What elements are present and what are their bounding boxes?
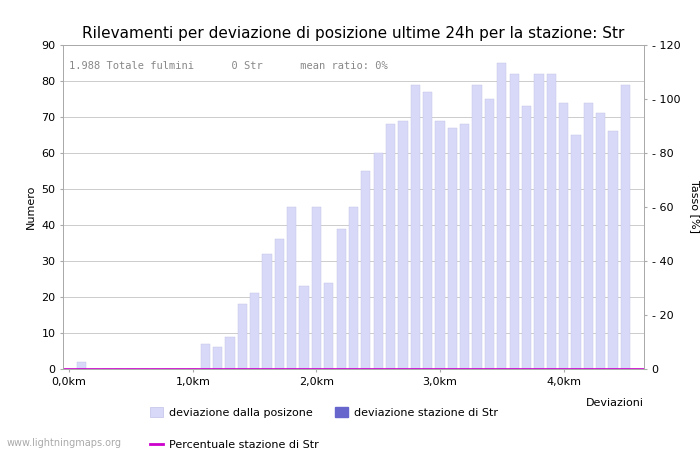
Text: www.lightningmaps.org: www.lightningmaps.org xyxy=(7,438,122,448)
Bar xyxy=(300,286,309,369)
Bar xyxy=(596,113,606,369)
Bar xyxy=(237,304,247,369)
Legend: Percentuale stazione di Str: Percentuale stazione di Str xyxy=(150,439,318,450)
Bar xyxy=(349,207,358,369)
Title: Rilevamenti per deviazione di posizione ultime 24h per la stazione: Str: Rilevamenti per deviazione di posizione … xyxy=(83,26,624,41)
Bar xyxy=(312,207,321,369)
Text: 1.988 Totale fulmini      0 Str      mean ratio: 0%: 1.988 Totale fulmini 0 Str mean ratio: 0… xyxy=(69,61,388,71)
Y-axis label: Numero: Numero xyxy=(26,185,36,229)
Bar xyxy=(584,103,593,369)
Bar xyxy=(411,85,420,369)
Bar xyxy=(374,153,383,369)
Bar xyxy=(324,283,333,369)
Bar xyxy=(262,254,272,369)
Bar xyxy=(510,74,519,369)
Bar xyxy=(497,63,507,369)
Bar xyxy=(337,229,346,369)
Y-axis label: Tasso [%]: Tasso [%] xyxy=(690,180,700,234)
Bar xyxy=(522,106,531,369)
Bar xyxy=(361,171,370,369)
Bar xyxy=(534,74,544,369)
Bar xyxy=(398,121,407,369)
Bar xyxy=(547,74,556,369)
Bar xyxy=(77,362,86,369)
Bar xyxy=(423,92,433,369)
Bar xyxy=(460,124,470,369)
Bar xyxy=(448,128,457,369)
Bar xyxy=(473,85,482,369)
Bar xyxy=(225,337,234,369)
Text: Deviazioni: Deviazioni xyxy=(586,398,644,408)
Bar xyxy=(250,293,259,369)
Bar xyxy=(608,131,617,369)
Bar xyxy=(386,124,396,369)
Bar xyxy=(559,103,568,369)
Bar xyxy=(621,85,630,369)
Bar xyxy=(435,121,444,369)
Bar xyxy=(287,207,296,369)
Bar xyxy=(213,347,222,369)
Bar xyxy=(274,239,284,369)
Bar xyxy=(485,99,494,369)
Bar xyxy=(200,344,210,369)
Bar xyxy=(571,135,580,369)
